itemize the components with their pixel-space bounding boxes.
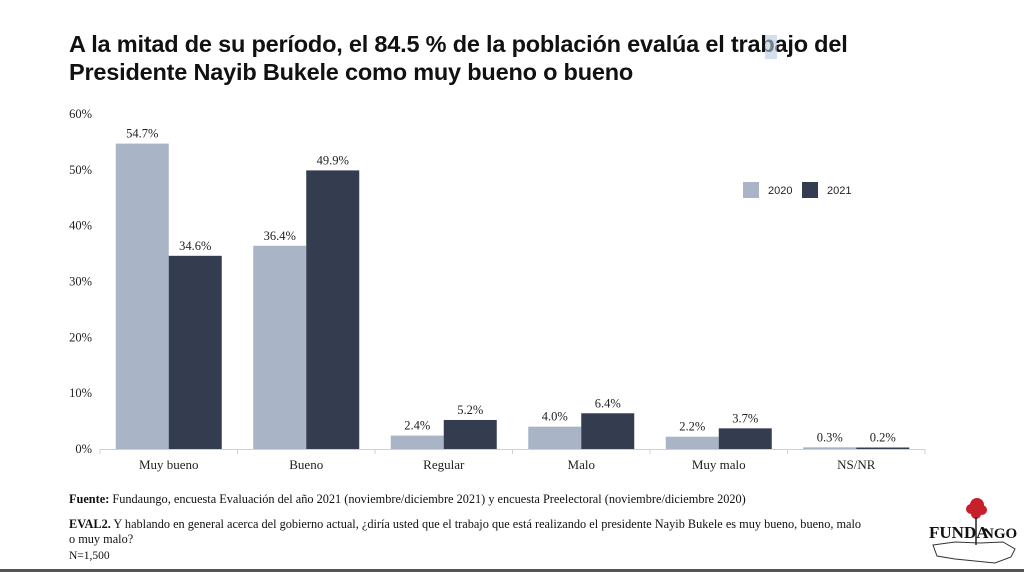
legend-swatch-2020	[743, 182, 759, 198]
bars-group: 54.7% 34.6% 36.4% 49.9% 2.4% 5.2% 4.0% 6.4% 2.2%…	[115, 127, 910, 449]
data-label-2020: 36.4%	[264, 229, 296, 243]
source-text: Fundaungo, encuesta Evaluación del año 2…	[109, 492, 746, 506]
bar-2020	[803, 447, 857, 449]
bar-2020	[528, 426, 582, 449]
category-label: Muy malo	[692, 457, 746, 472]
category-label: Bueno	[289, 457, 323, 472]
bar-chart: 0% 10% 20% 30% 40% 50% 60% 54.7% 34.6% 36.4% 49.9…	[69, 107, 926, 472]
bar-2020	[390, 435, 444, 449]
question-note: EVAL2. Y hablando en general acerca del …	[69, 517, 869, 547]
legend: 2020 2021	[743, 182, 851, 198]
y-tick-label: 20%	[69, 330, 92, 344]
bar-2021	[856, 447, 910, 449]
bar-2021	[581, 413, 635, 449]
question-label: EVAL2.	[69, 517, 111, 531]
category-label: Malo	[568, 457, 595, 472]
bar-2021	[718, 428, 772, 449]
data-label-2021: 49.9%	[317, 153, 349, 167]
chart-title-line2: Presidente Nayib Bukele como muy bueno o…	[69, 59, 634, 85]
logo-text-right: NGO	[983, 526, 1017, 542]
bar-2021	[306, 170, 360, 449]
bar-2020	[665, 436, 719, 449]
category-label: Muy bueno	[139, 457, 199, 472]
data-label-2021: 6.4%	[595, 396, 621, 410]
chart-title-line1: A la mitad de su período, el 84.5 % de l…	[69, 31, 848, 57]
source-label: Fuente:	[69, 492, 110, 506]
source-note: Fuente: Fundaungo, encuesta Evaluación d…	[69, 492, 746, 507]
legend-swatch-2021	[802, 182, 818, 198]
y-tick-label: 50%	[69, 163, 92, 177]
data-label-2021: 3.7%	[732, 411, 758, 425]
chart-title: A la mitad de su período, el 84.5 % de l…	[69, 30, 989, 86]
bottom-border	[0, 569, 1024, 572]
category-label: NS/NR	[837, 457, 876, 472]
category-label: Regular	[423, 457, 465, 472]
y-axis: 0% 10% 20% 30% 40% 50% 60%	[69, 107, 92, 456]
y-tick-label: 0%	[75, 442, 92, 456]
y-tick-label: 40%	[69, 219, 92, 233]
y-tick-label: 60%	[69, 107, 92, 121]
country-map-icon	[932, 541, 1016, 564]
logo-text-left: FUNDA	[929, 523, 989, 542]
bar-2021	[168, 255, 222, 449]
data-label-2020: 54.7%	[126, 127, 158, 141]
data-label-2020: 4.0%	[542, 410, 568, 424]
legend-label-2020: 2020	[768, 185, 792, 197]
data-label-2020: 2.4%	[404, 419, 430, 433]
y-tick-label: 10%	[69, 386, 92, 400]
fundaungo-logo: FUNDA NGO	[929, 498, 1017, 564]
data-label-2020: 2.2%	[679, 420, 705, 434]
sample-size: N=1,500	[69, 550, 110, 562]
data-label-2021: 34.6%	[179, 239, 211, 253]
bar-2021	[443, 419, 497, 449]
rose-icon	[966, 498, 987, 545]
text-cursor-highlight	[765, 35, 777, 59]
data-label-2021: 0.2%	[870, 431, 896, 445]
bar-2020	[115, 143, 169, 449]
question-text: Y hablando en general acerca del gobiern…	[69, 517, 862, 546]
data-label-2020: 0.3%	[817, 430, 843, 444]
bar-2020	[253, 245, 307, 449]
legend-label-2021: 2021	[827, 185, 851, 197]
x-axis: Muy bueno Bueno Regular Malo Muy malo NS/NR	[99, 449, 926, 472]
y-tick-label: 30%	[69, 275, 92, 289]
data-label-2021: 5.2%	[457, 403, 483, 417]
